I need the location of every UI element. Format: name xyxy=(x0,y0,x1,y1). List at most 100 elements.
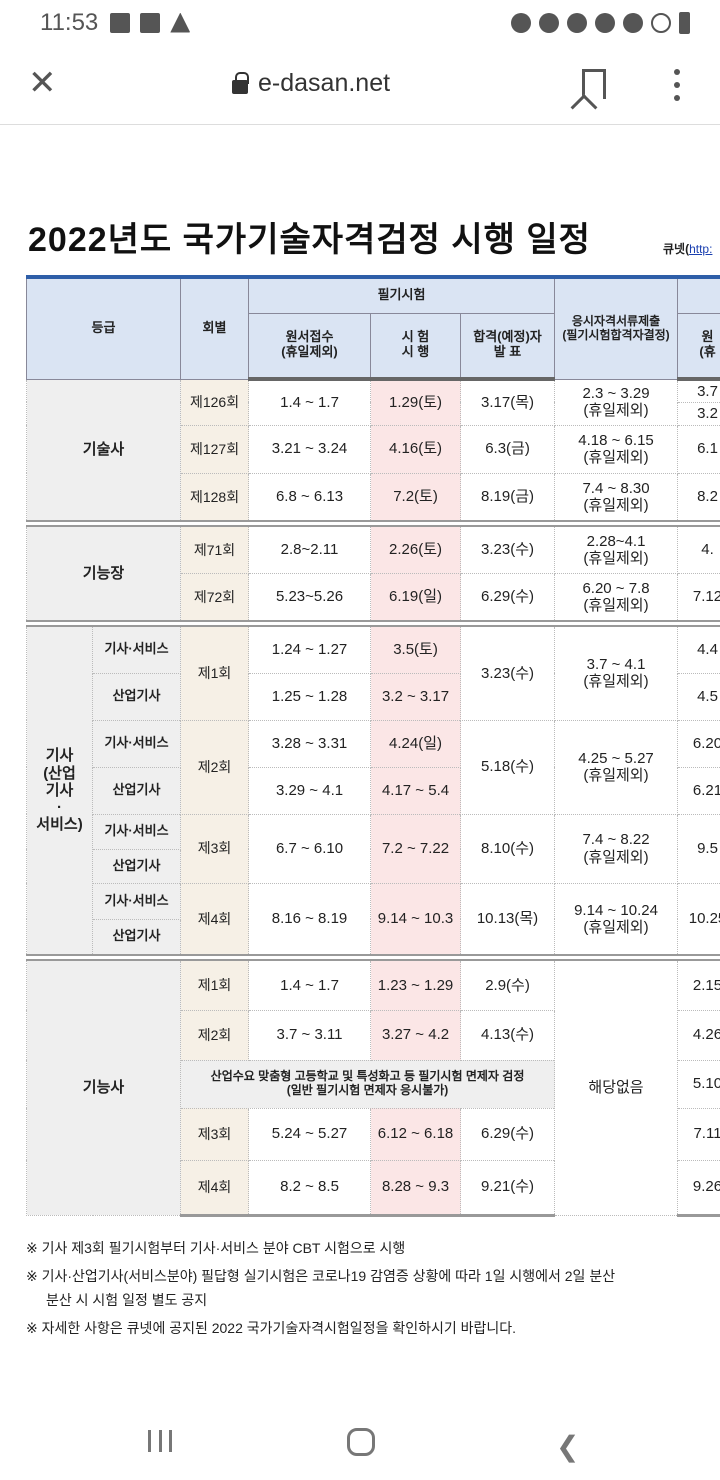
bookmark-icon[interactable] xyxy=(582,69,606,99)
announce-cell: 6.3(금) xyxy=(460,424,556,474)
round-cell: 제72회 xyxy=(180,572,250,622)
recent-apps-icon[interactable] xyxy=(148,1430,172,1452)
round-cell: 제4회 xyxy=(180,1159,250,1217)
practical-cell: 2.15 xyxy=(677,959,720,1011)
practical-cell: 10.25 xyxy=(677,882,720,956)
apply-cell: 1.4 ~ 1.7 xyxy=(248,378,372,426)
announce-cell: 5.18(수) xyxy=(460,719,556,815)
round-cell: 제128회 xyxy=(180,472,250,522)
apply-cell: 1.25 ~ 1.28 xyxy=(248,672,372,721)
section-divider xyxy=(26,520,720,527)
apply-cell: 1.24 ~ 1.27 xyxy=(248,625,372,674)
footnote: ※ 자세한 사항은 큐넷에 공지된 2022 국가기술자격시험일정을 확인하시기… xyxy=(26,1320,517,1336)
exam-cell: 7.2 ~ 7.22 xyxy=(370,813,462,884)
docs-cell: 2.3 ~ 3.29 (휴일제외) xyxy=(554,378,679,426)
announce-cell: 4.13(수) xyxy=(460,1009,556,1061)
grade-gisa: 기사 (산업 기사 · 서비스) xyxy=(26,625,93,956)
announce-cell: 3.23(수) xyxy=(460,525,556,574)
round-cell: 제1회 xyxy=(180,625,250,721)
footnote: ※ 기사 제3회 필기시험부터 기사·서비스 분야 CBT 시험으로 시행 xyxy=(26,1240,406,1256)
page-title: 2022년도 국가기술자격검정 시행 일정 xyxy=(28,221,591,259)
exam-cell: 3.2 ~ 3.17 xyxy=(370,672,462,721)
practical-cell: 6.20 xyxy=(677,719,720,768)
exam-cell: 1.23 ~ 1.29 xyxy=(370,959,462,1011)
announce-cell: 8.10(수) xyxy=(460,813,556,884)
exam-cell: 4.17 ~ 5.4 xyxy=(370,766,462,815)
table-row: 기사·서비스 제3회 6.7 ~ 6.10 7.2 ~ 7.22 8.10(수)… xyxy=(27,813,720,884)
do-not-disturb-icon xyxy=(651,12,671,33)
table-row: 기술사 제126회 1.4 ~ 1.7 1.29(토) 3.17(목) 2.3 … xyxy=(26,378,720,522)
table-row: 제4회 8.2 ~ 8.5 8.28 ~ 9.3 9.21(수) 9.26 xyxy=(27,1159,720,1217)
practical-cell: 6.1 xyxy=(677,424,720,474)
sub-grade-service: 기사·서비스 xyxy=(91,719,182,768)
source-reference: 큐넷(http: xyxy=(663,240,712,257)
source-prefix: 큐넷( xyxy=(663,242,690,256)
round-cell: 제2회 xyxy=(180,1009,250,1061)
round-cell: 제4회 xyxy=(180,882,250,956)
announce-cell: 2.9(수) xyxy=(460,959,556,1011)
table-row: 제127회 3.21 ~ 3.24 4.16(토) 6.3(금) 4.18 ~ … xyxy=(27,424,720,474)
docs-cell: 7.4 ~ 8.22 (휴일제외) xyxy=(554,813,679,884)
table-row: 3.2 xyxy=(27,401,720,426)
vpn-key-icon xyxy=(511,12,531,33)
exam-cell: 9.14 ~ 10.3 xyxy=(370,882,462,956)
more-options-icon[interactable] xyxy=(674,69,680,101)
back-icon[interactable]: ❮ xyxy=(556,1431,580,1462)
round-cell: 제3회 xyxy=(180,1107,250,1161)
sub-grade-industrial: 산업기사 xyxy=(91,918,182,956)
sub-grade-service: 기사·서비스 xyxy=(91,813,182,850)
footnote-continuation: 분산 시 시험 일정 별도 공지 xyxy=(46,1292,208,1308)
apply-cell: 6.8 ~ 6.13 xyxy=(248,472,372,522)
exam-cell: 2.26(토) xyxy=(370,525,462,574)
announce-cell: 3.23(수) xyxy=(460,625,556,721)
round-cell: 제127회 xyxy=(180,424,250,474)
announce-cell: 6.29(수) xyxy=(460,572,556,622)
apply-cell: 3.28 ~ 3.31 xyxy=(248,719,372,768)
exam-cell: 6.12 ~ 6.18 xyxy=(370,1107,462,1161)
system-nav-bar: ❮ xyxy=(0,1420,720,1480)
practical-cell: 5.10 xyxy=(677,1059,720,1109)
apply-cell: 1.4 ~ 1.7 xyxy=(248,959,372,1011)
sub-grade-service: 기사·서비스 xyxy=(91,625,182,674)
footnote: ※ 기사·산업기사(서비스분야) 필답형 실기시험은 코로나19 감염증 상황에… xyxy=(26,1268,616,1284)
sub-grade-industrial: 산업기사 xyxy=(91,672,182,721)
navigation-icon xyxy=(170,12,191,33)
practical-cell: 9.5 xyxy=(677,813,720,884)
docs-cell: 7.4 ~ 8.30 (휴일제외) xyxy=(554,472,679,522)
round-cell: 제3회 xyxy=(180,813,250,884)
apply-cell: 3.29 ~ 4.1 xyxy=(248,766,372,815)
practical-cell: 4.4 xyxy=(677,625,720,674)
grade-gineungjang: 기능장 xyxy=(26,525,182,622)
sub-grade-service: 기사·서비스 xyxy=(91,882,182,920)
header-practical-apply: 원 (휴 xyxy=(677,312,720,381)
close-icon[interactable]: ✕ xyxy=(28,64,57,102)
announce-cell: 3.17(목) xyxy=(460,378,556,426)
status-bar: 11:53 xyxy=(0,0,720,45)
puzzle-icon xyxy=(140,12,161,33)
header-grade: 등급 xyxy=(26,275,182,380)
docs-cell: 해당없음 xyxy=(554,959,679,1216)
table-row: 제128회 6.8 ~ 6.13 7.2(토) 8.19(금) 7.4 ~ 8.… xyxy=(27,472,720,522)
table-row: 산업기사 3.29 ~ 4.1 4.17 ~ 5.4 6.21 xyxy=(27,766,720,815)
alarm-icon xyxy=(539,12,559,33)
table-row: 제72회 5.23~5.26 6.19(일) 6.29(수) 6.20 ~ 7.… xyxy=(27,572,720,622)
battery-icon xyxy=(679,11,690,34)
apply-cell: 3.7 ~ 3.11 xyxy=(248,1009,372,1061)
table-row: 기사·서비스 제2회 3.28 ~ 3.31 4.24(일) 5.18(수) 4… xyxy=(27,719,720,815)
header-apply: 원서접수 (휴일제외) xyxy=(248,312,372,381)
home-icon[interactable] xyxy=(347,1428,375,1456)
url-bar[interactable]: e-dasan.net xyxy=(232,69,390,98)
grade-gisulsa: 기술사 xyxy=(26,378,182,522)
wifi-icon xyxy=(623,12,643,33)
vibrate-icon xyxy=(567,12,587,33)
apply-cell: 3.21 ~ 3.24 xyxy=(248,424,372,474)
special-exam-note: 산업수요 맞춤형 고등학교 및 특성화고 등 필기시험 면제자 검정 (일반 필… xyxy=(180,1059,556,1109)
source-link[interactable]: http: xyxy=(689,242,713,256)
practical-cell: 4. xyxy=(677,525,720,574)
lock-icon xyxy=(232,71,249,94)
practical-cell: 4.26 xyxy=(677,1009,720,1061)
apply-cell: 5.24 ~ 5.27 xyxy=(248,1107,372,1161)
battery-saver-icon xyxy=(595,12,615,33)
sub-grade-industrial: 산업기사 xyxy=(91,848,182,884)
round-cell: 제2회 xyxy=(180,719,250,815)
